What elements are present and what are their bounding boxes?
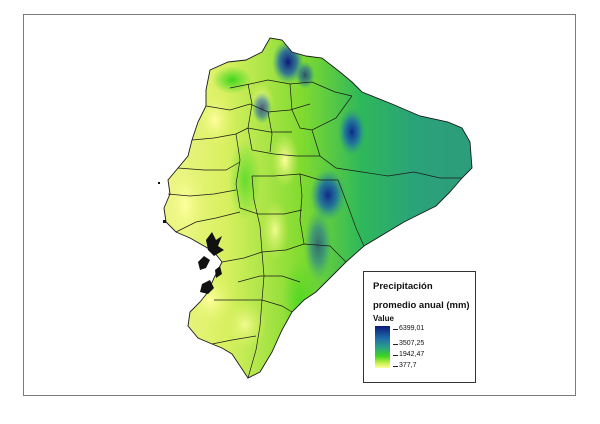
legend-tick — [393, 355, 398, 356]
legend-tick — [393, 344, 398, 345]
legend-subtitle: promedio anual (mm) — [373, 300, 470, 311]
legend-break-label: 377,7 — [399, 362, 417, 369]
country-outline — [163, 37, 473, 379]
legend-tick — [393, 329, 398, 330]
map-legend: Precipitación promedio anual (mm) Value … — [363, 271, 476, 383]
province-boundaries — [167, 79, 462, 379]
legend-break-label: 3507,25 — [399, 340, 425, 347]
legend-field-label: Value — [373, 314, 394, 323]
coastal-islands — [158, 182, 224, 294]
legend-title: Precipitación — [373, 281, 433, 292]
legend-color-ramp — [375, 326, 390, 368]
legend-tick — [393, 366, 398, 367]
legend-break-label: 1942,47 — [399, 351, 425, 358]
legend-break-label: 6399,01 — [399, 325, 425, 332]
